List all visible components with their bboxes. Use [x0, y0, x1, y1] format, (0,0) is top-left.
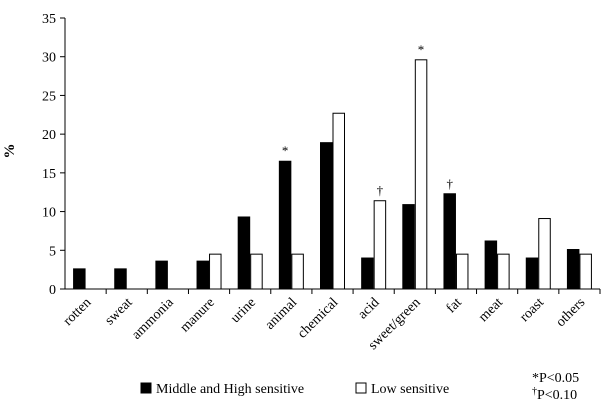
- bar-middle-high-urine: [237, 216, 251, 290]
- y-axis-label: %: [2, 144, 18, 159]
- bar-low-animal: [291, 253, 304, 290]
- y-tick-label: 30: [42, 51, 56, 66]
- x-tick-label: manure: [178, 295, 218, 335]
- footnotes: *P<0.05 †P<0.10: [532, 371, 579, 403]
- x-tick-label: fat: [444, 295, 465, 316]
- y-tick-label: 35: [42, 12, 56, 27]
- bar-low-sweet-green: [414, 59, 428, 290]
- bar-middle-high-fat: [443, 193, 456, 290]
- x-tick-label: ammonia: [129, 295, 177, 343]
- x-tick-label: others: [553, 295, 588, 330]
- legend-label-low: Low sensitive: [371, 382, 449, 397]
- footnote-p005: *P<0.05: [532, 371, 579, 386]
- bar-middle-high-manure: [196, 260, 210, 290]
- bars: [73, 59, 592, 290]
- x-tick-label: urine: [228, 295, 259, 326]
- bar-low-chemical: [332, 112, 345, 290]
- significance-marker: *: [282, 143, 289, 158]
- y-tick-label: 10: [42, 206, 56, 221]
- y-tick-label: 15: [42, 167, 56, 182]
- footnote-symbol: †: [532, 386, 537, 397]
- legend-label-middle-high: Middle and High sensitive: [156, 382, 304, 397]
- bar-low-meat: [497, 253, 510, 290]
- bar-middle-high-chemical: [320, 142, 333, 290]
- legend-swatch-middle-high: [140, 382, 152, 394]
- bar-middle-high-rotten: [73, 268, 86, 290]
- significance-marker: †: [446, 176, 453, 191]
- x-tick-label: acid: [355, 295, 382, 322]
- bar-low-roast: [538, 218, 551, 290]
- significance-marker: †: [377, 183, 384, 198]
- bar-low-acid: [373, 200, 387, 290]
- bar-middle-high-ammonia: [155, 260, 168, 290]
- significance-marker: *: [418, 42, 425, 57]
- legend: Middle and High sensitive Low sensitive: [140, 382, 449, 397]
- bar-low-urine: [250, 253, 263, 290]
- y-tick-label: 5: [49, 244, 56, 259]
- y-tick-label: 25: [42, 89, 56, 104]
- y-axis: 0 5 10 15 20 25 30 35: [42, 12, 65, 298]
- x-tick-label: sweat: [102, 295, 135, 328]
- bar-low-others: [579, 253, 592, 290]
- bar-middle-high-sweet-green: [402, 204, 415, 290]
- bar-low-fat: [455, 253, 469, 290]
- bar-middle-high-meat: [484, 240, 498, 290]
- bar-middle-high-sweat: [114, 268, 127, 290]
- bar-low-manure: [209, 253, 222, 290]
- footnote-p010: †P<0.10: [532, 386, 577, 403]
- x-tick-label: chemical: [295, 295, 341, 341]
- bar-middle-high-acid: [361, 257, 374, 290]
- x-tick-label: meat: [476, 295, 506, 325]
- footnote-text: P<0.05: [539, 371, 579, 386]
- bar-middle-high-animal: [278, 160, 292, 290]
- x-tick-label: roast: [517, 295, 547, 325]
- bar-middle-high-others: [566, 249, 580, 290]
- significance-markers: * † * †: [282, 42, 454, 198]
- footnote-text: P<0.10: [537, 388, 577, 403]
- x-tick-label: rotten: [61, 295, 95, 329]
- x-tick-label: animal: [263, 295, 301, 333]
- y-tick-label: 20: [42, 128, 56, 143]
- footnote-symbol: *: [532, 371, 539, 386]
- legend-swatch-low: [355, 382, 367, 394]
- bar-middle-high-roast: [525, 257, 539, 290]
- y-tick-label: 0: [49, 283, 56, 298]
